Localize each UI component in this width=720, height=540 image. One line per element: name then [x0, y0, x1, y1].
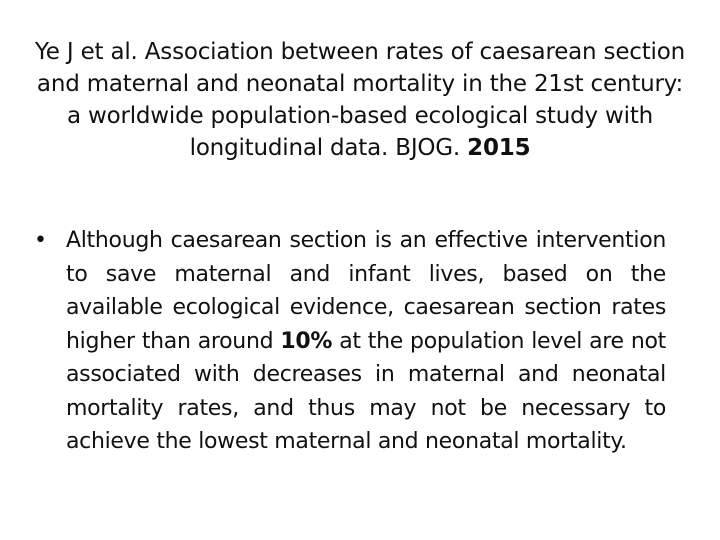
bullet-marker: •: [34, 228, 47, 253]
bullet-text-before: Although caesarean section is an effecti…: [66, 228, 666, 354]
bullet-highlight: 10%: [280, 328, 333, 354]
bullet-text: Although caesarean section is an effecti…: [66, 224, 666, 459]
slide-title: Ye J et al. Association between rates of…: [30, 36, 690, 164]
bullet-text-after: at the population level are not associat…: [66, 328, 666, 455]
title-text: Ye J et al. Association between rates of…: [35, 39, 685, 161]
bullet-list: • Although caesarean section is an effec…: [34, 224, 666, 459]
bullet-item: • Although caesarean section is an effec…: [34, 224, 666, 459]
title-year: 2015: [467, 135, 531, 161]
